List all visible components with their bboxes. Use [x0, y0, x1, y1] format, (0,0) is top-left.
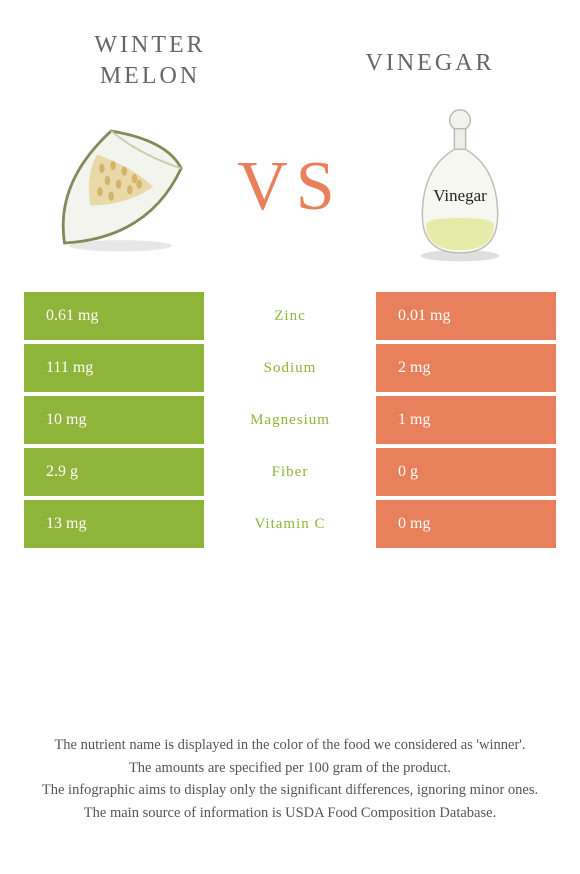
- left-value-cell: 10 mg: [24, 396, 204, 444]
- footnotes: The nutrient name is displayed in the co…: [0, 734, 580, 824]
- left-value-cell: 0.61 mg: [24, 292, 204, 340]
- table-row: 10 mgMagnesium1 mg: [24, 396, 556, 444]
- right-value-cell: 0 g: [376, 448, 556, 496]
- right-value-cell: 0 mg: [376, 500, 556, 548]
- vs-label: VS: [237, 147, 342, 227]
- nutrient-name-cell: Sodium: [204, 344, 376, 392]
- right-value-cell: 0.01 mg: [376, 292, 556, 340]
- right-food-title: VINEGAR: [340, 48, 520, 79]
- nutrient-comparison-table: 0.61 mgZinc0.01 mg111 mgSodium2 mg10 mgM…: [24, 292, 556, 548]
- nutrient-name-cell: Magnesium: [204, 396, 376, 444]
- left-value-cell: 2.9 g: [24, 448, 204, 496]
- footnote-line: The nutrient name is displayed in the co…: [14, 734, 566, 756]
- table-row: 13 mgVitamin C0 mg: [24, 500, 556, 548]
- table-row: 2.9 gFiber0 g: [24, 448, 556, 496]
- table-row: 111 mgSodium2 mg: [24, 344, 556, 392]
- footnote-line: The main source of information is USDA F…: [14, 802, 566, 824]
- table-row: 0.61 mgZinc0.01 mg: [24, 292, 556, 340]
- right-value-cell: 1 mg: [376, 396, 556, 444]
- left-food-title: WINTER MELON: [60, 30, 240, 92]
- winter-melon-image: [40, 107, 200, 267]
- nutrient-name-cell: Vitamin C: [204, 500, 376, 548]
- nutrient-name-cell: Zinc: [204, 292, 376, 340]
- left-value-cell: 13 mg: [24, 500, 204, 548]
- nutrient-name-cell: Fiber: [204, 448, 376, 496]
- footnote-line: The amounts are specified per 100 gram o…: [14, 757, 566, 779]
- vinegar-bottle-label: Vinegar: [433, 186, 487, 205]
- vinegar-image: Vinegar: [380, 107, 540, 267]
- left-value-cell: 111 mg: [24, 344, 204, 392]
- right-value-cell: 2 mg: [376, 344, 556, 392]
- footnote-line: The infographic aims to display only the…: [14, 779, 566, 801]
